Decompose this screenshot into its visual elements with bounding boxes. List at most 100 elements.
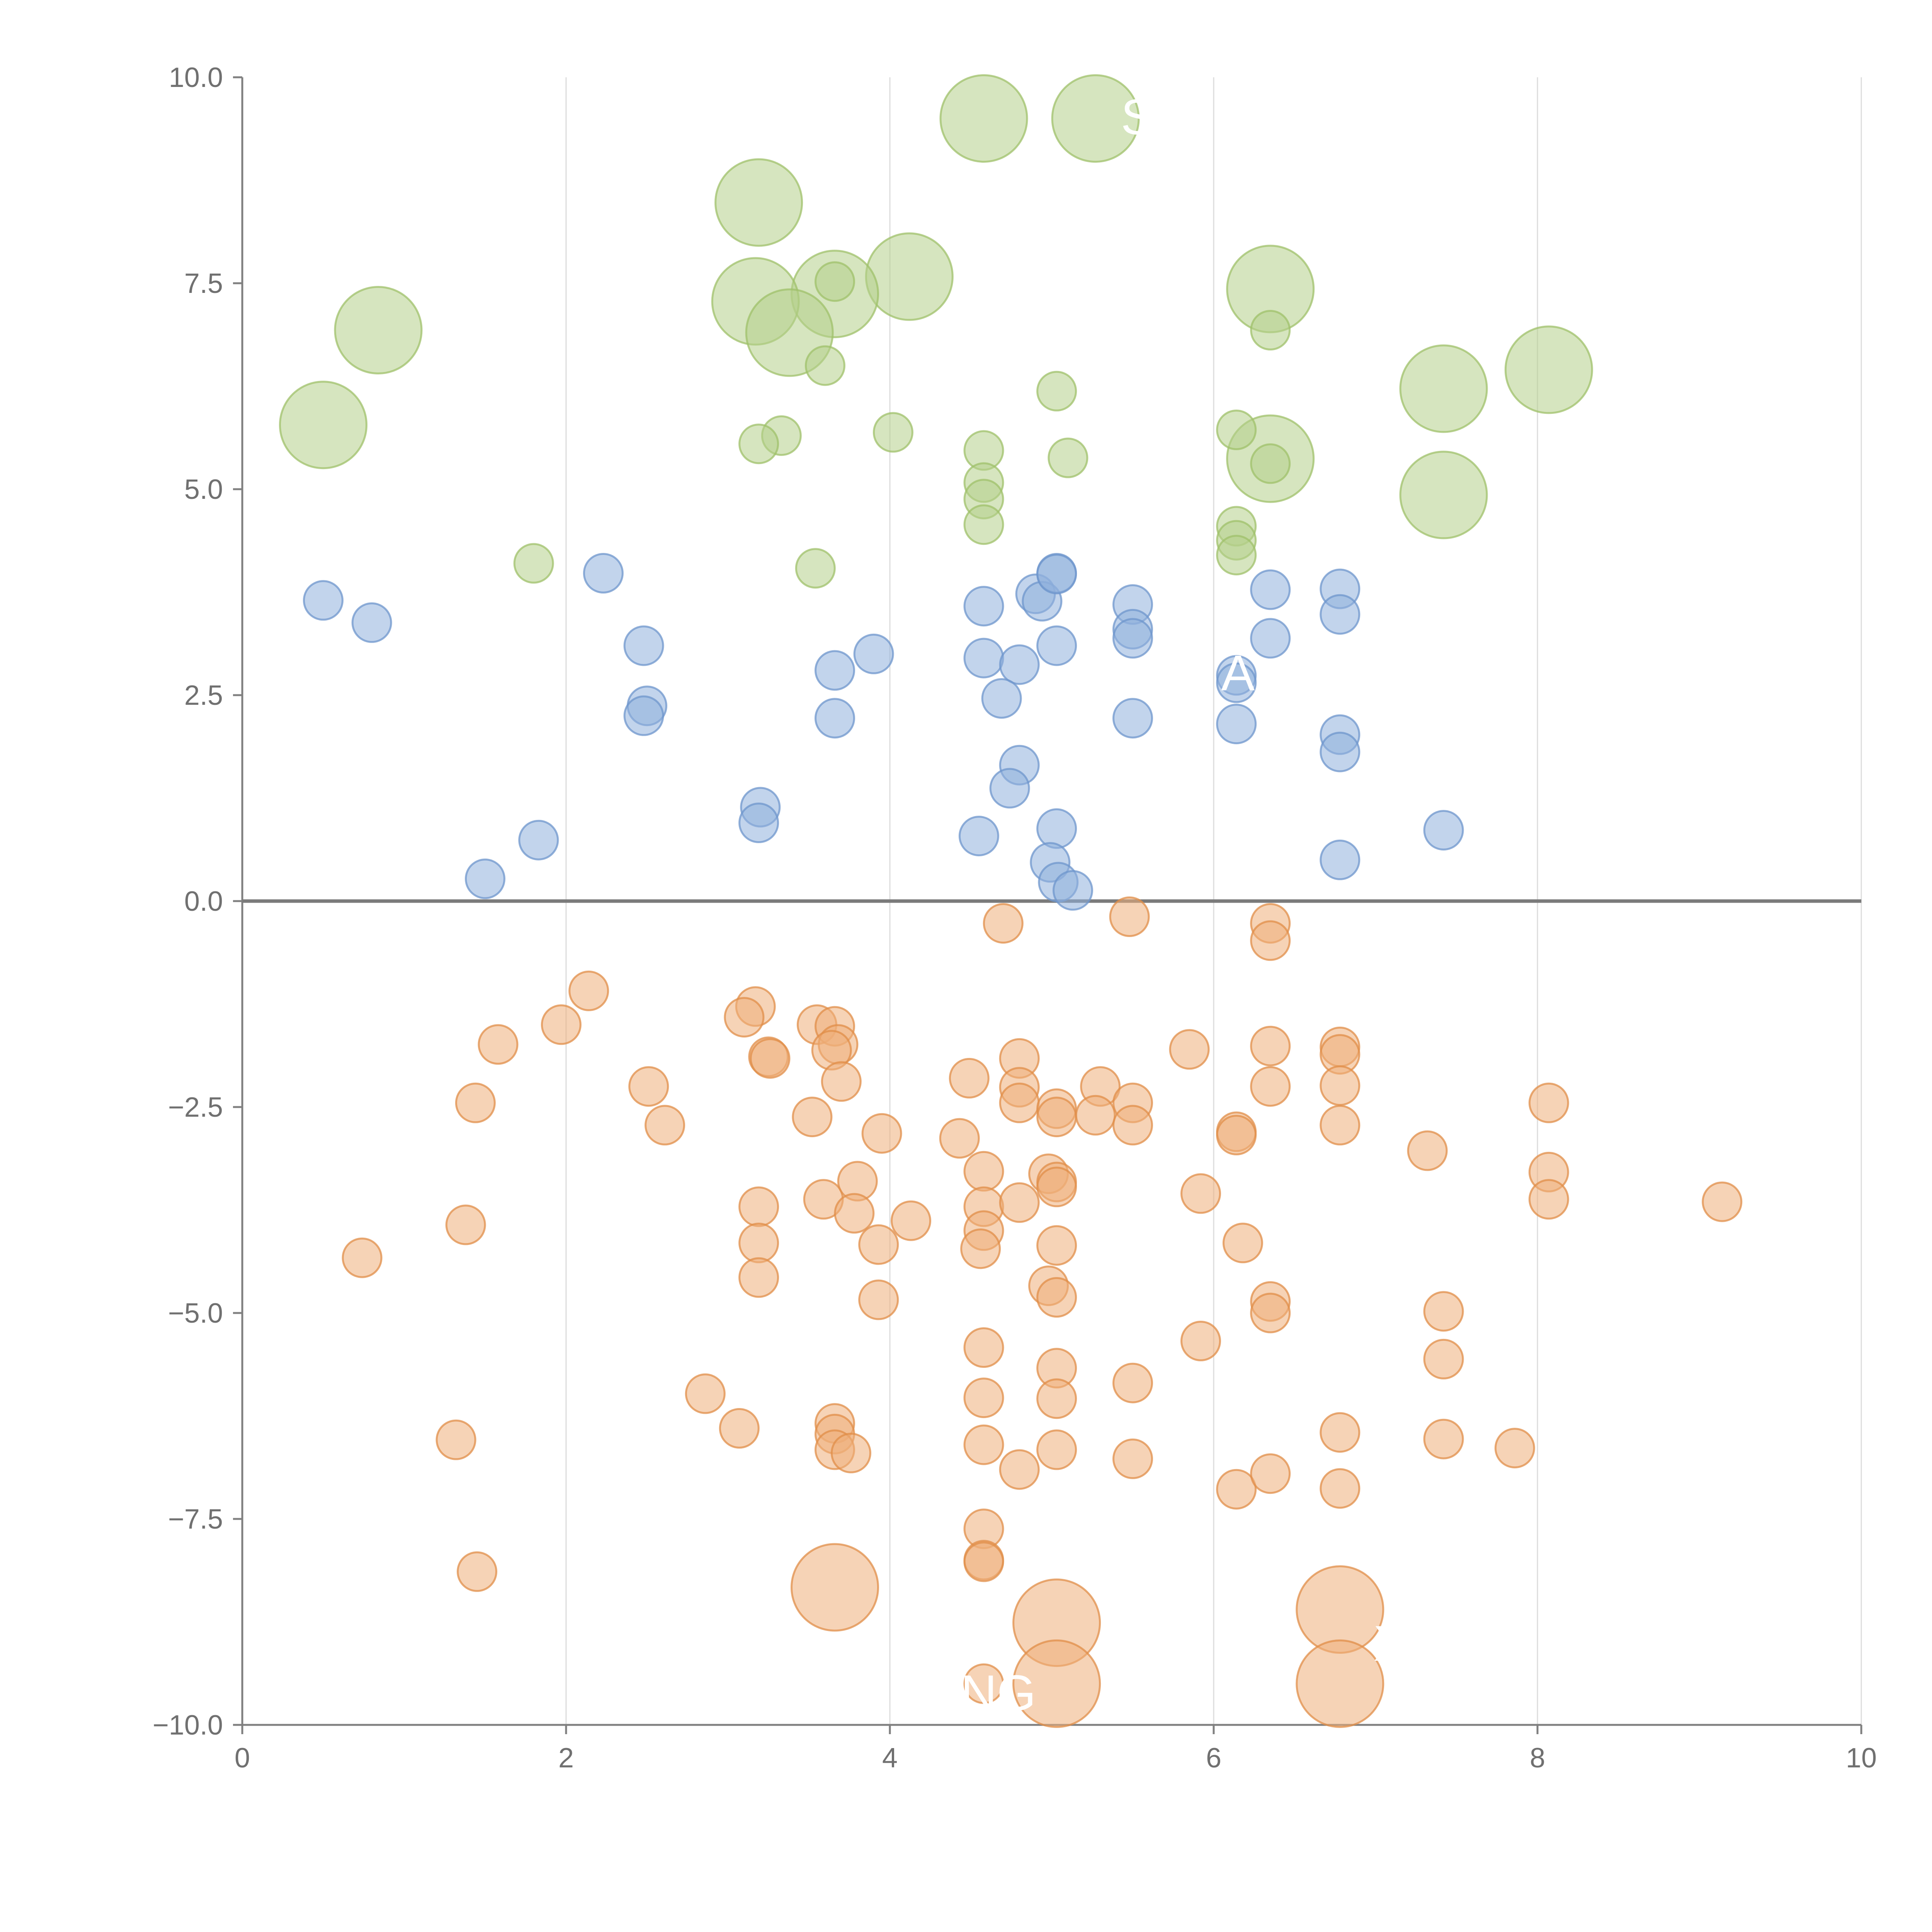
- orange-bubble-point: [738, 1257, 779, 1298]
- blue-bubble-point: [738, 803, 779, 843]
- orange-bubble-point: [1320, 1412, 1361, 1453]
- orange-bubble-point: [1109, 896, 1150, 937]
- blue-bubble-point: [853, 633, 894, 674]
- blue-bubble-point: [999, 644, 1040, 685]
- orange-bubble-point: [1528, 1082, 1569, 1123]
- blue-bubble-point: [303, 580, 344, 621]
- orange-bubble-point: [963, 1378, 1004, 1418]
- blue-bubble-point: [1036, 808, 1077, 849]
- orange-bubble-point: [983, 903, 1024, 944]
- orange-bubble-point: [628, 1066, 669, 1107]
- blue-bubble-point: [1320, 731, 1361, 772]
- blue-bubble-point: [963, 638, 1004, 679]
- orange-bubble-point: [1423, 1418, 1464, 1459]
- orange-bubble-point: [1250, 1293, 1291, 1333]
- y-tick-label: 0.0: [184, 886, 223, 917]
- y-tick-label: −7.5: [168, 1504, 223, 1535]
- orange-bubble-point: [1702, 1181, 1743, 1222]
- orange-bubble-point: [1036, 1097, 1077, 1138]
- orange-bubble-point: [750, 1038, 791, 1079]
- annotations: S A X NG: [961, 88, 1407, 1721]
- orange-bubble-point: [455, 1082, 496, 1123]
- x-tick-label: 2: [558, 1743, 574, 1774]
- orange-bubble-point: [1112, 1362, 1153, 1403]
- green-bubble-point: [872, 412, 913, 453]
- green-bubble-point: [513, 543, 554, 584]
- blue-bubble-point: [1216, 662, 1257, 703]
- blue-bubble-point: [981, 678, 1022, 719]
- orange-bubble-point: [541, 1004, 582, 1045]
- blue-bubble-point: [1036, 554, 1077, 595]
- orange-bubble-point: [457, 1551, 497, 1592]
- blue-bubble-point: [1036, 625, 1077, 666]
- orange-bubble-point: [858, 1279, 899, 1320]
- orange-bubble-point: [1169, 1029, 1210, 1070]
- orange-bubble-point: [445, 1204, 486, 1245]
- bubble-points: [279, 74, 1743, 1728]
- green-bubble-point: [1250, 443, 1291, 484]
- orange-bubble-point: [435, 1419, 476, 1460]
- green-bubble-point: [1048, 437, 1088, 478]
- green-bubble-point: [1504, 325, 1593, 414]
- blue-bubble-point: [1423, 810, 1464, 851]
- green-bubble-point: [939, 74, 1028, 163]
- orange-bubble-point: [1423, 1291, 1464, 1332]
- blue-bubble-point: [963, 586, 1004, 627]
- orange-bubble-point: [1494, 1428, 1535, 1469]
- orange-bubble-point: [999, 1082, 1040, 1123]
- orange-bubble-point: [1250, 1026, 1291, 1066]
- x-tick-label: 4: [882, 1743, 898, 1774]
- green-bubble-point: [1036, 371, 1077, 412]
- blue-bubble-point: [465, 858, 505, 899]
- orange-bubble-point: [791, 1543, 879, 1632]
- x-tick-label: 0: [235, 1743, 250, 1774]
- green-bubble-point: [1399, 451, 1488, 539]
- orange-bubble-point: [1112, 1438, 1153, 1479]
- orange-bubble-point: [1250, 1066, 1291, 1107]
- orange-bubble-point: [342, 1237, 383, 1278]
- green-bubble-point: [795, 548, 836, 589]
- orange-bubble-point: [1320, 1065, 1361, 1106]
- orange-bubble-point: [738, 1223, 779, 1264]
- blue-bubble-point: [815, 650, 855, 691]
- x-tick-label: 10: [1846, 1743, 1877, 1774]
- orange-bubble-point: [1216, 1469, 1257, 1510]
- orange-bubble-point: [830, 1432, 871, 1473]
- green-bubble-point: [714, 158, 803, 247]
- orange-bubble-point: [1036, 1167, 1077, 1208]
- green-bubble-point: [1216, 410, 1257, 450]
- orange-bubble-point: [963, 1663, 1004, 1704]
- blue-bubble-point: [1112, 698, 1153, 739]
- orange-bubble-point: [963, 1151, 1004, 1192]
- orange-bubble-point: [1180, 1321, 1221, 1361]
- blue-series: [303, 553, 1464, 911]
- orange-bubble-point: [685, 1373, 726, 1414]
- orange-bubble-point: [1036, 1277, 1077, 1318]
- orange-bubble-point: [724, 997, 765, 1038]
- green-bubble-point: [804, 345, 845, 386]
- green-bubble-point: [1051, 74, 1140, 163]
- blue-bubble-point: [1250, 618, 1291, 659]
- orange-bubble-point: [1222, 1223, 1263, 1264]
- orange-bubble-point: [1036, 1378, 1077, 1419]
- orange-bubble-point: [821, 1061, 862, 1102]
- y-tick-label: 5.0: [184, 474, 223, 505]
- green-bubble-point: [815, 261, 855, 302]
- blue-bubble-point: [1053, 870, 1093, 911]
- y-axis-ticks: 10.0 7.5 5.0 2.5 0.0 −2.5 −5.0 −7.5 −10.0: [153, 62, 242, 1741]
- orange-bubble-point: [939, 1118, 980, 1159]
- orange-bubble-point: [1423, 1338, 1464, 1379]
- y-tick-label: −10.0: [153, 1710, 223, 1741]
- blue-bubble-point: [1320, 594, 1361, 635]
- annotation-label: S: [1121, 88, 1155, 145]
- orange-bubble-point: [960, 1228, 1001, 1269]
- annotation-label: X: [1373, 1615, 1407, 1672]
- orange-bubble-point: [891, 1200, 931, 1241]
- blue-bubble-point: [1250, 569, 1291, 610]
- green-bubble-point: [865, 232, 954, 321]
- blue-bubble-point: [1216, 704, 1257, 745]
- orange-bubble-point: [568, 970, 609, 1011]
- blue-bubble-point: [1112, 618, 1153, 659]
- blue-bubble-point: [518, 820, 559, 861]
- orange-bubble-point: [999, 1449, 1040, 1490]
